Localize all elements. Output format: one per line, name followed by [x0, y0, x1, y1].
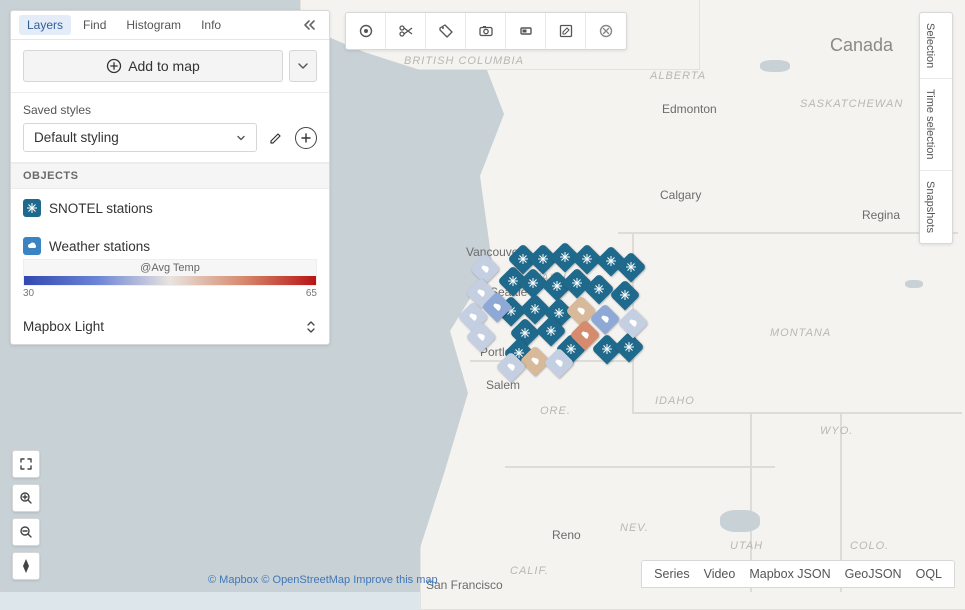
right-tabs: Selection Time selection Snapshots — [919, 12, 953, 244]
add-to-map-label: Add to map — [128, 58, 200, 74]
cloud-icon — [599, 313, 611, 325]
add-to-map-dropdown[interactable] — [289, 50, 317, 82]
tab-time-selection[interactable]: Time selection — [920, 79, 952, 171]
add-to-map-button[interactable]: Add to map — [23, 50, 283, 82]
target-tool[interactable] — [346, 13, 386, 49]
snowflake-icon — [605, 255, 617, 267]
cloud-icon — [491, 301, 503, 313]
snowflake-icon — [559, 251, 571, 263]
basemap-name: Mapbox Light — [23, 319, 104, 334]
edit-box-tool[interactable] — [546, 13, 586, 49]
saved-styles-label: Saved styles — [23, 103, 317, 117]
layers-panel: Layers Find Histogram Info Add to map Sa… — [10, 10, 330, 345]
tab-snapshots[interactable]: Snapshots — [920, 171, 952, 243]
cloud-icon — [23, 237, 41, 255]
cloud-icon — [479, 263, 491, 275]
zoom-in-button[interactable] — [12, 484, 40, 512]
cloud-icon — [579, 329, 591, 341]
layer-item-snotel[interactable]: SNOTEL stations — [11, 189, 329, 227]
snowflake-icon — [507, 275, 519, 287]
edit-style-button[interactable] — [265, 127, 287, 149]
snowflake-icon — [23, 199, 41, 217]
snowflake-icon — [565, 343, 577, 355]
map-attribution[interactable]: © Mapbox © OpenStreetMap Improve this ma… — [208, 574, 438, 586]
tab-find[interactable]: Find — [75, 15, 114, 35]
snowflake-icon — [553, 307, 565, 319]
bottom-tab-series[interactable]: Series — [654, 567, 689, 581]
map-controls — [12, 450, 40, 580]
snowflake-icon — [571, 277, 583, 289]
fullscreen-button[interactable] — [12, 450, 40, 478]
snowflake-icon — [529, 303, 541, 315]
panel-tabs: Layers Find Histogram Info — [11, 11, 329, 40]
bottom-tabs: Series Video Mapbox JSON GeoJSON OQL — [641, 560, 955, 588]
color-gradient-legend: @Avg Temp 30 65 — [11, 259, 329, 309]
bottom-tab-mapbox-json[interactable]: Mapbox JSON — [749, 567, 830, 581]
gradient-max: 65 — [306, 288, 317, 299]
add-style-button[interactable] — [295, 127, 317, 149]
snowflake-icon — [519, 327, 531, 339]
basemap-selector[interactable]: Mapbox Light — [11, 309, 329, 344]
bottom-tab-geojson[interactable]: GeoJSON — [845, 567, 902, 581]
tab-selection[interactable]: Selection — [920, 13, 952, 79]
snowflake-icon — [593, 283, 605, 295]
snowflake-icon — [527, 277, 539, 289]
gradient-label: @Avg Temp — [23, 259, 317, 276]
map-toolbar — [345, 12, 627, 50]
plus-circle-icon — [106, 58, 122, 74]
gradient-bar — [23, 276, 317, 286]
tag-tool[interactable] — [426, 13, 466, 49]
collapse-panel-button[interactable] — [297, 16, 321, 34]
gradient-min: 30 — [23, 288, 34, 299]
saved-styles-select[interactable]: Default styling — [23, 123, 257, 152]
layer-item-weather[interactable]: Weather stations — [11, 227, 329, 259]
cloud-icon — [553, 357, 565, 369]
snowflake-icon — [537, 253, 549, 265]
rect-tool[interactable] — [506, 13, 546, 49]
clear-tool[interactable] — [586, 13, 626, 49]
snowflake-icon — [545, 325, 557, 337]
cloud-icon — [475, 287, 487, 299]
saved-styles-value: Default styling — [34, 130, 119, 145]
cloud-icon — [529, 355, 541, 367]
snowflake-icon — [581, 253, 593, 265]
tab-histogram[interactable]: Histogram — [118, 15, 189, 35]
cloud-icon — [627, 317, 639, 329]
scissors-tool[interactable] — [386, 13, 426, 49]
snowflake-icon — [619, 289, 631, 301]
camera-tool[interactable] — [466, 13, 506, 49]
cloud-icon — [467, 311, 479, 323]
tab-layers[interactable]: Layers — [19, 15, 71, 35]
tab-info[interactable]: Info — [193, 15, 229, 35]
cloud-icon — [475, 331, 487, 343]
snowflake-icon — [601, 343, 613, 355]
snowflake-icon — [625, 261, 637, 273]
layer-label: SNOTEL stations — [49, 201, 153, 216]
cloud-icon — [575, 305, 587, 317]
zoom-out-button[interactable] — [12, 518, 40, 546]
updown-icon — [305, 320, 317, 334]
compass-button[interactable] — [12, 552, 40, 580]
bottom-tab-video[interactable]: Video — [704, 567, 736, 581]
snowflake-icon — [623, 341, 635, 353]
snowflake-icon — [517, 253, 529, 265]
snowflake-icon — [551, 280, 563, 292]
bottom-tab-oql[interactable]: OQL — [916, 567, 942, 581]
objects-header: OBJECTS — [11, 163, 329, 189]
layer-label: Weather stations — [49, 239, 150, 254]
cloud-icon — [505, 361, 517, 373]
